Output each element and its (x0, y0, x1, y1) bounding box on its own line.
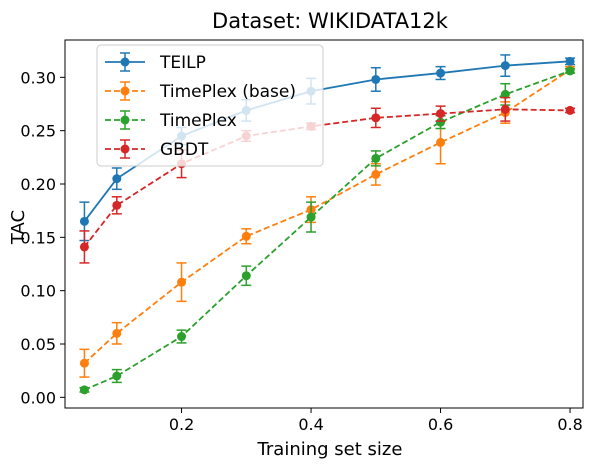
data-point (565, 56, 575, 66)
data-point (79, 358, 89, 368)
x-axis-label: Training set size (257, 439, 403, 460)
legend-entry: TEILP (105, 52, 206, 73)
legend-label: GBDT (160, 140, 209, 160)
y-tick-label: 0.05 (20, 335, 56, 354)
data-point (79, 242, 89, 252)
data-point (436, 109, 446, 119)
legend-marker (120, 144, 130, 154)
data-point (79, 216, 89, 226)
x-tick-label: 0.2 (169, 415, 194, 434)
y-tick-label: 0.15 (20, 228, 56, 247)
ticks-layer: 0.2 0.4 0.6 0.8 0.00 0.05 0.10 0.15 0.20 0.25 0.30 (20, 68, 582, 434)
y-tick-label: 0.20 (20, 175, 56, 194)
data-point (112, 200, 122, 210)
data-point (371, 74, 381, 84)
data-point (241, 271, 251, 281)
data-point (177, 332, 187, 342)
legend-entry: GBDT (105, 139, 209, 160)
legend-entry: TimePlex (105, 110, 237, 131)
data-point (500, 89, 510, 99)
legend-box (96, 44, 324, 167)
x-tick-label: 0.6 (428, 415, 453, 434)
data-point (436, 68, 446, 78)
data-point (79, 385, 89, 395)
data-point (565, 105, 575, 115)
y-tick-label: 0.10 (20, 282, 56, 301)
data-point (565, 66, 575, 76)
data-point (436, 137, 446, 147)
legend-label: TimePlex (159, 111, 237, 131)
y-tick-label: 0.30 (20, 68, 56, 87)
data-point (371, 153, 381, 163)
legend-marker (120, 86, 130, 96)
legend-label: TimePlex (base) (159, 82, 296, 102)
data-point (306, 212, 316, 222)
series-line (84, 70, 571, 391)
data-point (112, 328, 122, 338)
y-tick-label: 0.00 (20, 388, 56, 407)
data-point (436, 117, 446, 127)
data-point (500, 61, 510, 71)
data-point (371, 113, 381, 123)
data-point (177, 277, 187, 287)
legend-marker (120, 57, 130, 67)
legend-label: TEILP (159, 53, 206, 73)
y-axis-label: TAC (8, 210, 29, 245)
data-point (112, 174, 122, 184)
chart-title: Dataset: WIKIDATA12k (212, 9, 449, 33)
x-tick-label: 0.8 (557, 415, 582, 434)
legend-marker (120, 115, 130, 125)
data-point (112, 371, 122, 381)
data-point (500, 104, 510, 114)
x-tick-label: 0.4 (298, 415, 323, 434)
data-point (371, 169, 381, 179)
y-tick-label: 0.25 (20, 122, 56, 141)
legend-entry: TimePlex (base) (105, 81, 296, 102)
legend: TEILP TimePlex (base) TimePlex GBDT (96, 44, 324, 167)
plot-frame (64, 39, 584, 409)
data-point (241, 231, 251, 241)
